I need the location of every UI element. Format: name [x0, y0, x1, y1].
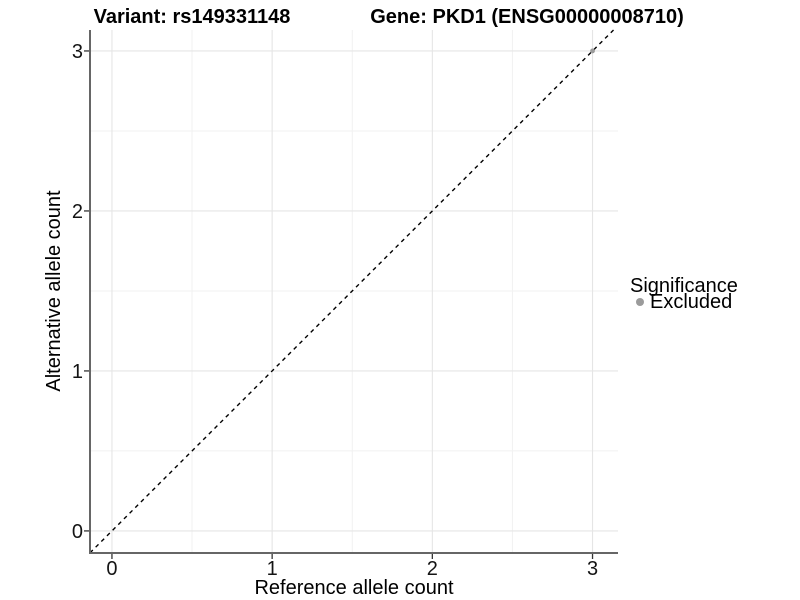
grid-major	[90, 30, 618, 553]
data-point	[590, 48, 595, 54]
axis-tick-marks	[84, 50, 594, 559]
gene-title: Gene: PKD1 (ENSG00000008710)	[370, 6, 684, 28]
y-tick-label: 3	[72, 41, 83, 63]
legend: Significance Excluded	[630, 276, 738, 313]
y-tick-label: 2	[72, 201, 83, 223]
x-tick-label: 2	[427, 558, 438, 580]
legend-item-excluded: Excluded	[630, 291, 738, 313]
y-tick-label: 1	[72, 361, 83, 383]
grid-minor	[90, 30, 618, 553]
variant-title: Variant: rs149331148	[93, 6, 291, 28]
y-axis-title: Alternative allele count	[43, 190, 65, 392]
y-tick-label: 0	[72, 521, 83, 543]
y-tick-labels: 0 1 2 3	[72, 41, 83, 543]
x-axis-title: Reference allele count	[254, 577, 454, 599]
axis-lines	[89, 30, 618, 554]
x-tick-label: 3	[587, 558, 598, 580]
legend-point-swatch	[636, 298, 644, 306]
x-tick-label: 0	[106, 558, 117, 580]
legend-item-label: Excluded	[650, 291, 733, 313]
x-tick-label: 1	[267, 558, 278, 580]
legend-title: Significance	[630, 275, 738, 297]
x-tick-labels: 0 1 2 3	[106, 558, 598, 580]
identity-reference-line	[89, 29, 615, 554]
data-points	[590, 48, 595, 54]
